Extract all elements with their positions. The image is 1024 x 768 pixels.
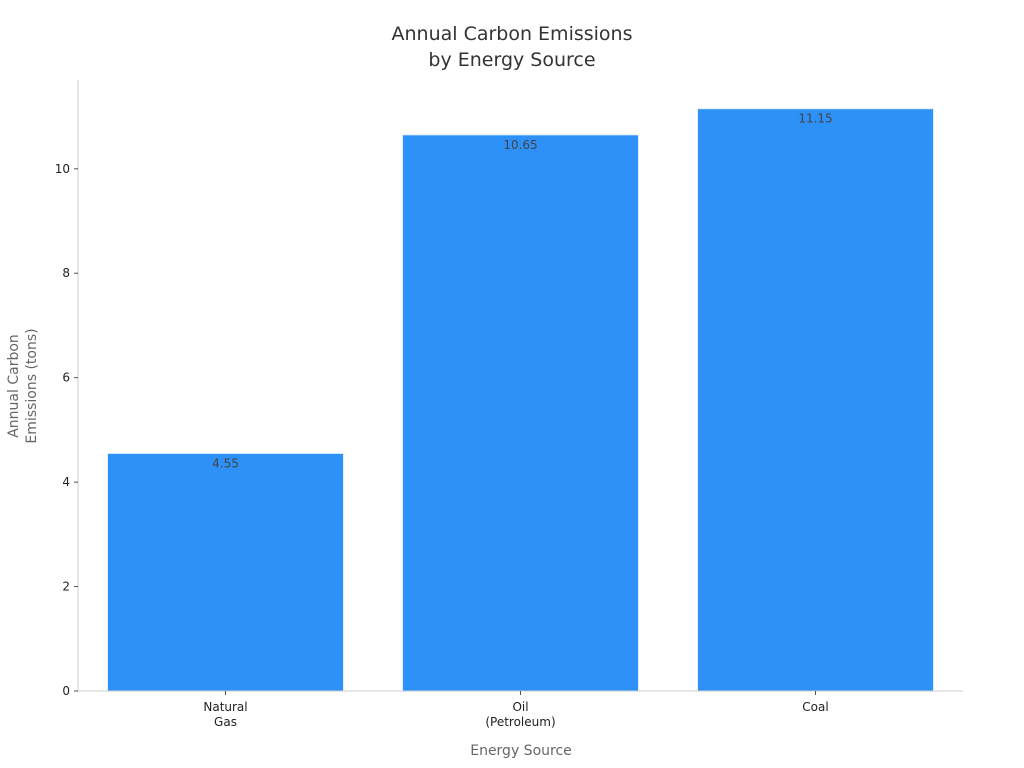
data-label-1: 10.65 bbox=[503, 138, 537, 152]
bar-0 bbox=[107, 452, 344, 692]
data-label-2: 11.15 bbox=[798, 112, 832, 126]
y-tick-label-1: 2 bbox=[62, 580, 70, 594]
y-tick-label-5: 10 bbox=[55, 162, 70, 176]
chart-title-line-1: Annual Carbon Emissions bbox=[391, 23, 632, 45]
bars-layer bbox=[107, 108, 934, 692]
y-axis-title: Annual Carbon Emissions (tons) bbox=[6, 328, 40, 443]
data-label-0: 4.55 bbox=[212, 456, 239, 470]
y-tick-label-2: 4 bbox=[62, 475, 70, 489]
x-tick-label-1-1: (Petroleum) bbox=[485, 715, 555, 729]
x-tick-label-0-0: Natural bbox=[203, 700, 247, 714]
data-labels-layer: 4.55 10.65 11.15 bbox=[212, 112, 833, 471]
y-axis-title-line-2: Emissions (tons) bbox=[24, 328, 40, 443]
y-tick-label-3: 6 bbox=[62, 371, 70, 385]
chart-title-line-2: by Energy Source bbox=[428, 49, 595, 71]
y-tick-label-0: 0 bbox=[62, 684, 70, 698]
x-tick-label-2-0: Coal bbox=[802, 700, 828, 714]
y-axis-title-line-1: Annual Carbon bbox=[6, 334, 22, 438]
x-tick-label-0-1: Gas bbox=[214, 715, 237, 729]
bar-1 bbox=[402, 134, 639, 692]
y-ticks-layer: 0 2 4 6 8 10 bbox=[55, 162, 78, 698]
x-axis-title: Energy Source bbox=[470, 743, 572, 759]
y-tick-label-4: 8 bbox=[62, 266, 70, 280]
chart-title: Annual Carbon Emissions by Energy Source bbox=[391, 23, 632, 71]
x-tick-label-1-0: Oil bbox=[512, 700, 528, 714]
bar-2 bbox=[697, 108, 934, 692]
